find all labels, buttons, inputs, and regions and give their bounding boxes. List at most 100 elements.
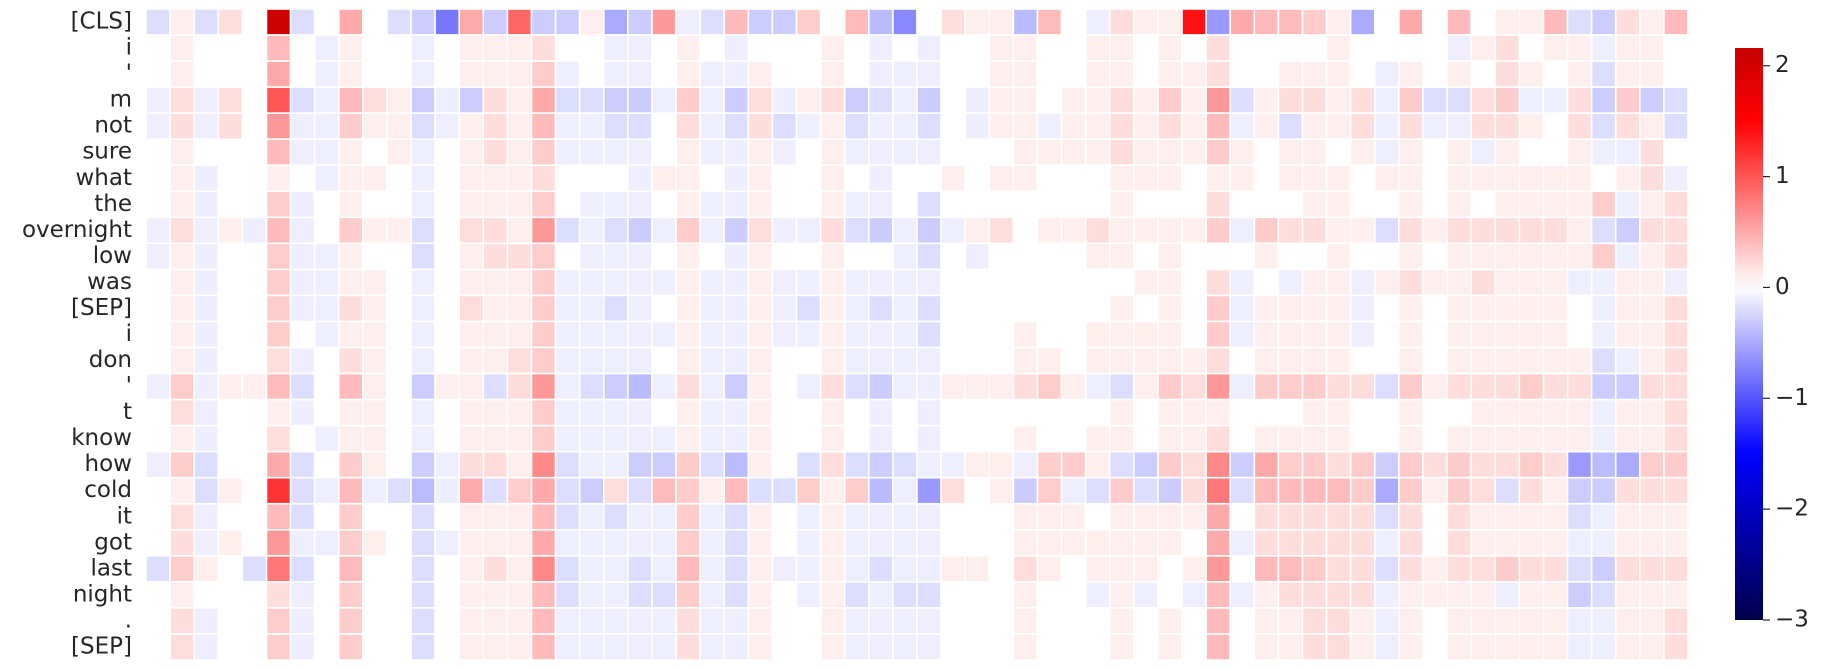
heatmap-cell (578, 555, 605, 583)
heatmap-cell (434, 320, 461, 349)
heatmap-cell (1229, 294, 1256, 323)
heatmap-cell (1108, 528, 1135, 557)
heatmap-cell (988, 86, 1015, 114)
heatmap-cell (410, 112, 436, 141)
heatmap-cell (193, 190, 220, 219)
heatmap-cell (940, 607, 966, 635)
heatmap-cell (1470, 86, 1497, 114)
heatmap-cell (1373, 528, 1400, 557)
heatmap-cell (1518, 60, 1545, 88)
heatmap-cell (1349, 86, 1376, 114)
heatmap-cell (386, 294, 412, 323)
heatmap-cell (602, 372, 629, 401)
heatmap-cell (193, 86, 220, 114)
y-tick-label: i (126, 35, 132, 61)
heatmap-cell (1470, 346, 1497, 375)
heatmap-cell (843, 346, 870, 375)
heatmap-cell (940, 450, 966, 479)
heatmap-cell (1663, 450, 1689, 479)
heatmap-cell (1373, 346, 1400, 375)
heatmap-cell (1157, 320, 1183, 349)
heatmap-cell (265, 346, 292, 375)
heatmap-cell (1542, 86, 1569, 114)
heatmap-cell (1157, 164, 1183, 193)
heatmap-cell (1614, 555, 1641, 583)
heatmap-cell (819, 242, 846, 271)
heatmap-cell (1229, 633, 1256, 661)
heatmap-cell (434, 164, 461, 193)
heatmap-cell (169, 190, 195, 219)
heatmap-cell (193, 607, 220, 635)
heatmap-cell (1590, 450, 1617, 479)
heatmap-cell (1422, 424, 1448, 453)
heatmap-cell (675, 633, 701, 661)
heatmap-cell (434, 346, 461, 375)
heatmap-cell (1566, 164, 1593, 193)
heatmap-cell (964, 138, 991, 167)
heatmap-cell (1422, 528, 1448, 557)
heatmap-cell (241, 190, 268, 219)
heatmap-cell (578, 242, 605, 271)
heatmap-cell (1614, 294, 1641, 323)
heatmap-cell (1590, 190, 1617, 219)
heatmap-cell (1060, 633, 1087, 661)
heatmap-cell (169, 581, 195, 609)
heatmap-cell (410, 555, 436, 583)
heatmap-cell (337, 424, 364, 453)
heatmap-cell (1205, 502, 1232, 531)
heatmap-cell (1012, 294, 1039, 323)
heatmap-cell (1566, 476, 1593, 505)
heatmap-cell (458, 138, 485, 167)
heatmap-cell (578, 60, 605, 88)
heatmap-cell (1518, 502, 1545, 531)
heatmap-cell (410, 216, 436, 245)
heatmap-cell (1036, 216, 1063, 245)
heatmap-cell (337, 164, 364, 193)
heatmap-cell (1133, 112, 1159, 141)
heatmap-cell (1566, 346, 1593, 375)
heatmap-cell (1518, 112, 1545, 141)
heatmap-cell (964, 372, 991, 401)
heatmap-cell (1349, 450, 1376, 479)
heatmap-cell (1566, 34, 1593, 62)
heatmap-cell (699, 450, 726, 479)
heatmap-cell (723, 398, 750, 427)
heatmap-cell (1301, 268, 1328, 297)
heatmap-cell (1422, 86, 1448, 114)
heatmap-cell (410, 242, 436, 271)
heatmap-cell (1036, 268, 1063, 297)
heatmap-cell (530, 8, 557, 36)
heatmap-cell (1566, 138, 1593, 167)
heatmap-cell (506, 346, 533, 375)
heatmap-cell (651, 294, 677, 323)
heatmap-cell (1133, 8, 1159, 36)
heatmap-cell (868, 60, 894, 88)
heatmap-cell (1181, 372, 1207, 401)
heatmap-cell (747, 34, 774, 62)
heatmap-cell (1566, 320, 1593, 349)
heatmap-cell (1470, 555, 1497, 583)
heatmap-cell (1542, 164, 1569, 193)
heatmap-cell (362, 242, 388, 271)
heatmap-cell (1614, 320, 1641, 349)
heatmap-cell (1229, 424, 1256, 453)
heatmap-cell (1133, 242, 1159, 271)
heatmap-cell (362, 164, 388, 193)
heatmap-cell (868, 555, 894, 583)
heatmap-cell (1181, 502, 1207, 531)
heatmap-cell (506, 555, 533, 583)
heatmap-cell (554, 424, 581, 453)
heatmap-cell (699, 60, 726, 88)
heatmap-cell (916, 60, 942, 88)
heatmap-cell (1060, 424, 1087, 453)
heatmap-cell (795, 190, 822, 219)
heatmap-cell (482, 34, 509, 62)
heatmap-cell (1542, 398, 1569, 427)
y-tick-label: not (94, 113, 132, 139)
heatmap-cell (1614, 450, 1641, 479)
heatmap-cell (868, 372, 894, 401)
heatmap-cell (554, 294, 581, 323)
heatmap-cell (1301, 190, 1328, 219)
heatmap-cell (651, 476, 677, 505)
heatmap-cell (916, 242, 942, 271)
